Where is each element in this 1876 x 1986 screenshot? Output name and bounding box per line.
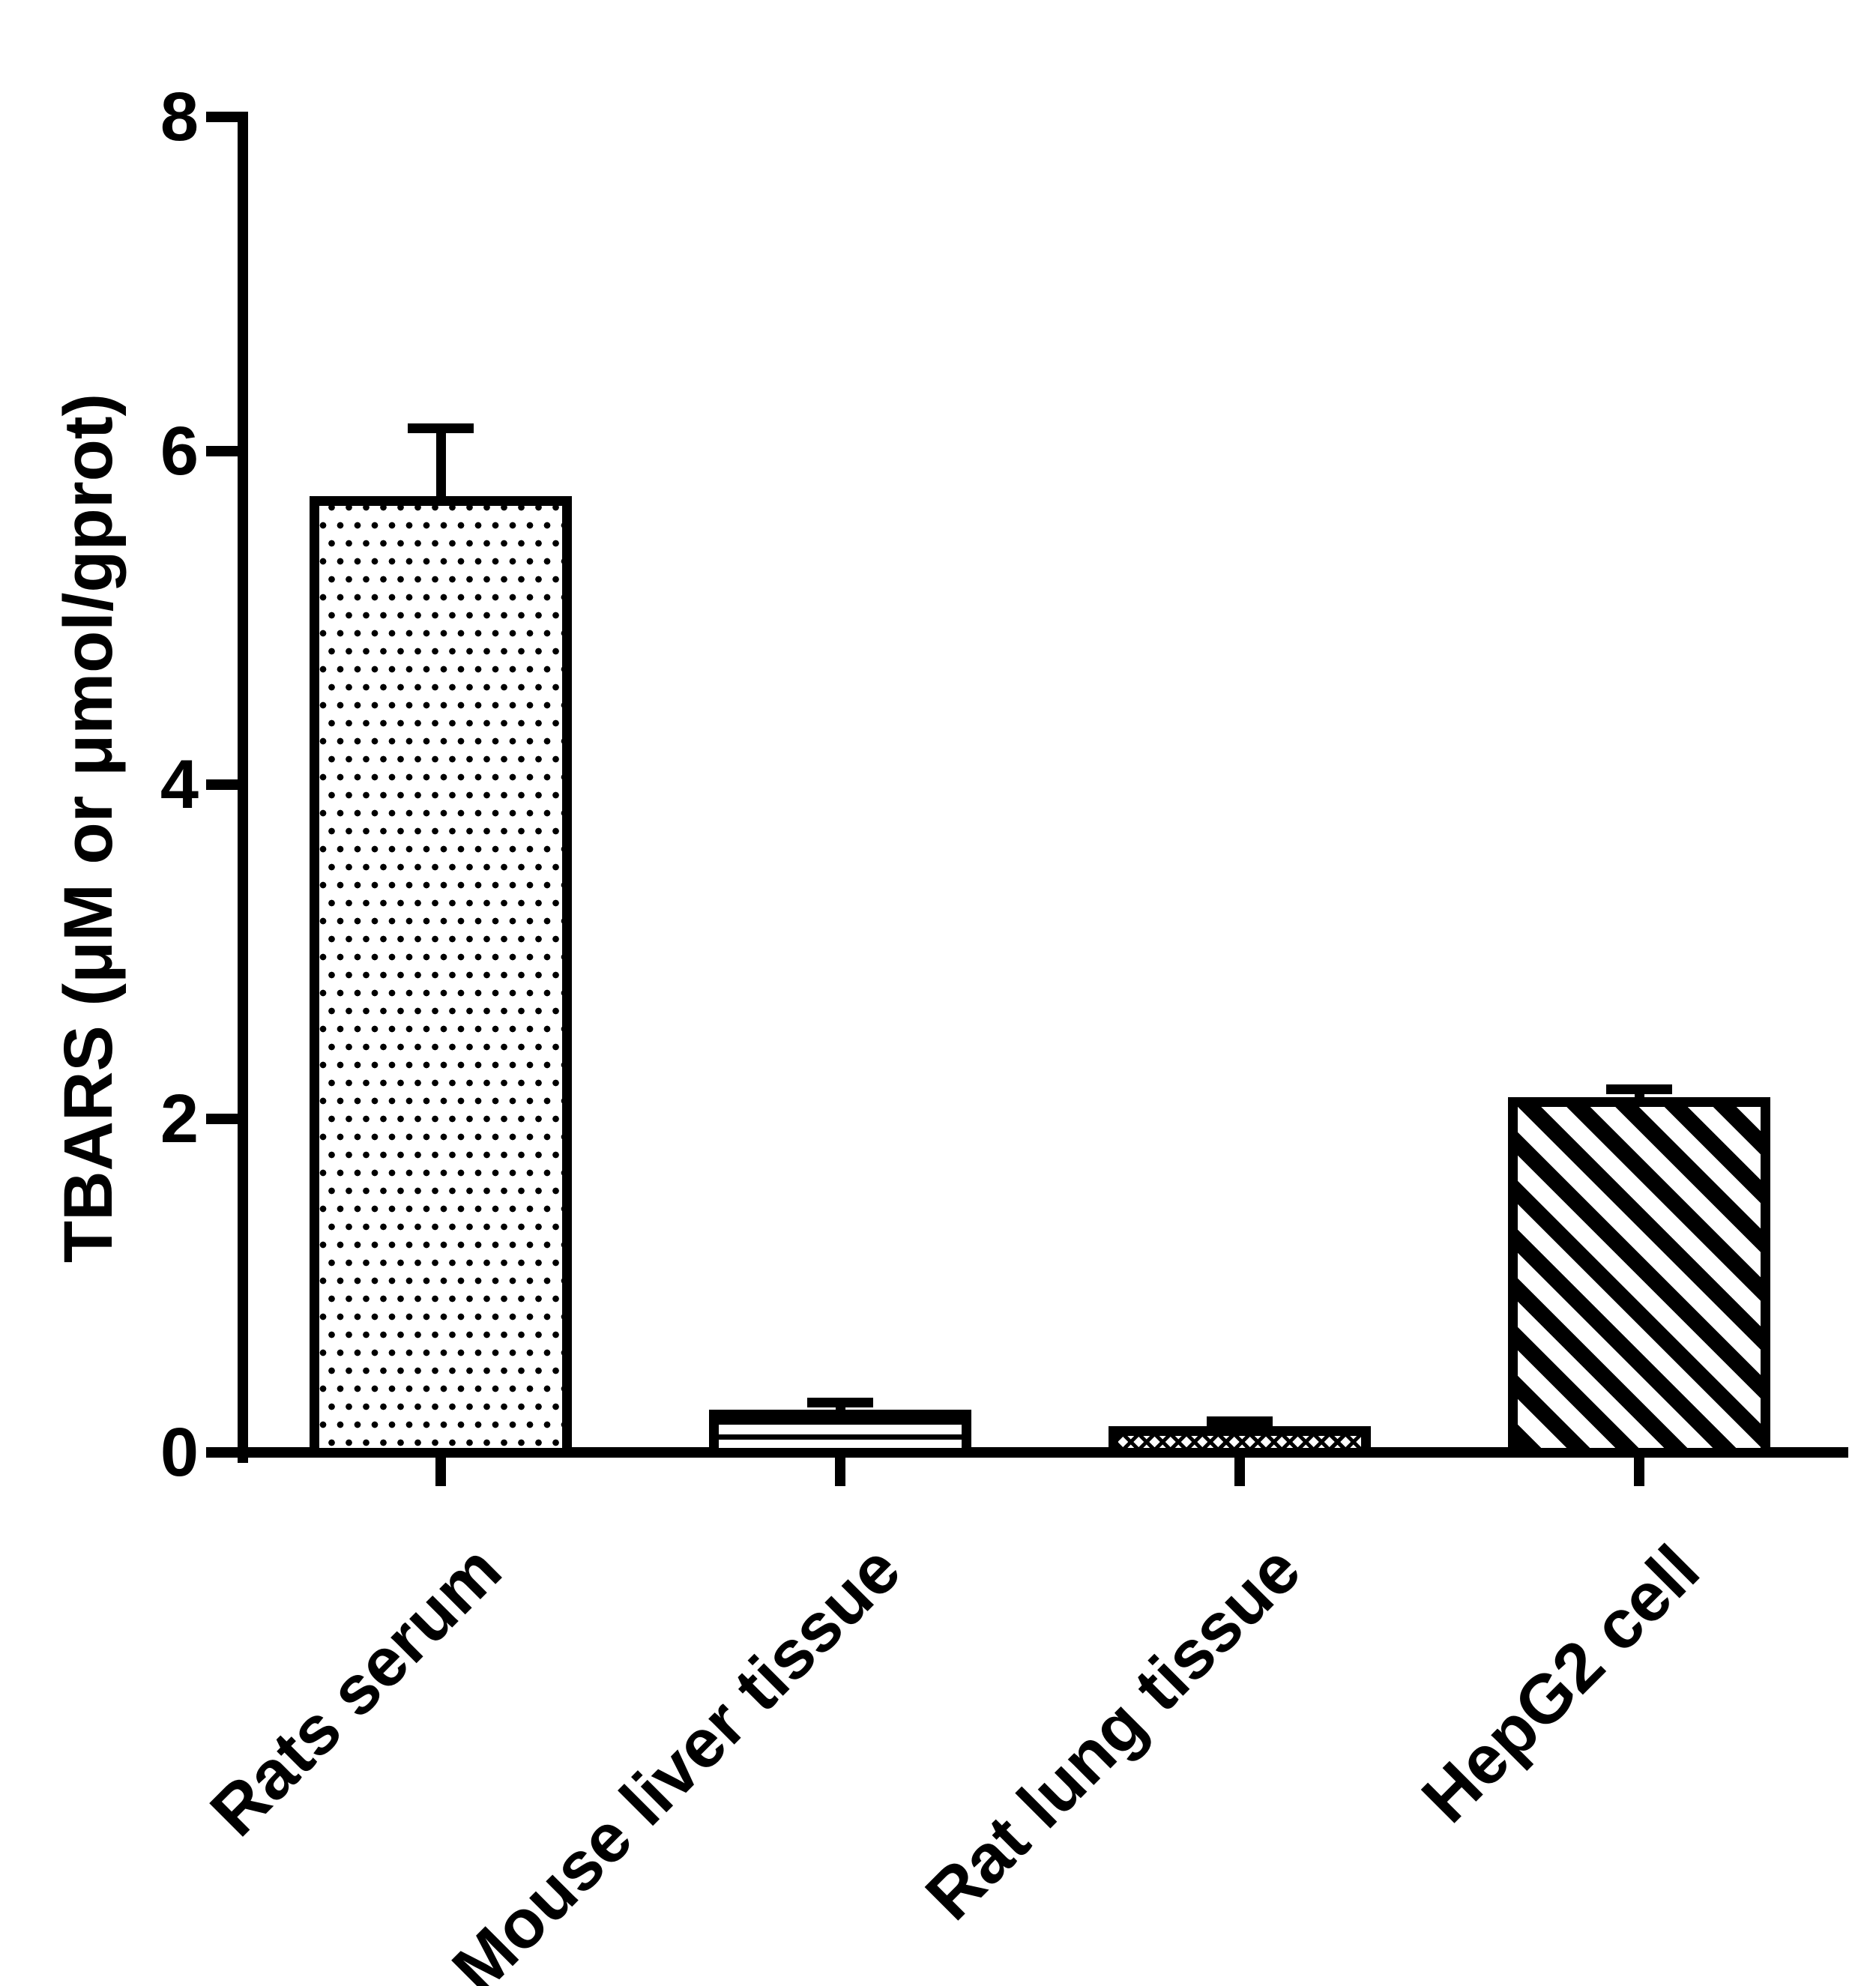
bar-mouse-liver-tissue	[709, 1409, 971, 1458]
y-tick-label: 6	[160, 412, 199, 489]
x-category-label-rat-lung-tissue: Rat lung tissue	[911, 1530, 1315, 1935]
x-tick	[1234, 1458, 1245, 1486]
y-tick	[206, 779, 238, 790]
y-tick	[206, 112, 238, 122]
bar-rat-lung-tissue	[1109, 1426, 1371, 1458]
error-cap	[807, 1398, 873, 1408]
bar-rats-serum	[310, 496, 572, 1458]
error-cap	[1207, 1416, 1273, 1426]
error-whisker	[435, 423, 446, 501]
y-tick-label: 0	[160, 1414, 199, 1491]
x-category-label-mouse-liver-tissue: Mouse liver tissue	[438, 1530, 916, 1986]
x-tick	[835, 1458, 845, 1486]
error-bar-rats-serum	[408, 423, 474, 501]
y-axis-line	[238, 112, 248, 1463]
error-cap	[1606, 1084, 1672, 1094]
y-tick-label: 2	[160, 1080, 199, 1157]
x-category-label-hepg2-cell: HepG2 cell	[1408, 1530, 1715, 1838]
y-tick-label: 8	[160, 79, 199, 155]
y-axis-title: TBARS (μM or μmol/gprot)	[50, 393, 127, 1264]
y-tick-label: 4	[160, 746, 199, 823]
y-tick	[206, 445, 238, 456]
y-tick	[206, 1113, 238, 1124]
x-category-label-rats-serum: Rats serum	[196, 1530, 516, 1851]
x-tick	[435, 1458, 446, 1486]
error-cap	[408, 423, 474, 433]
x-tick	[1634, 1458, 1644, 1486]
y-tick	[206, 1447, 238, 1458]
x-axis-line	[225, 1447, 1848, 1458]
bar-hepg2-cell	[1508, 1097, 1770, 1458]
